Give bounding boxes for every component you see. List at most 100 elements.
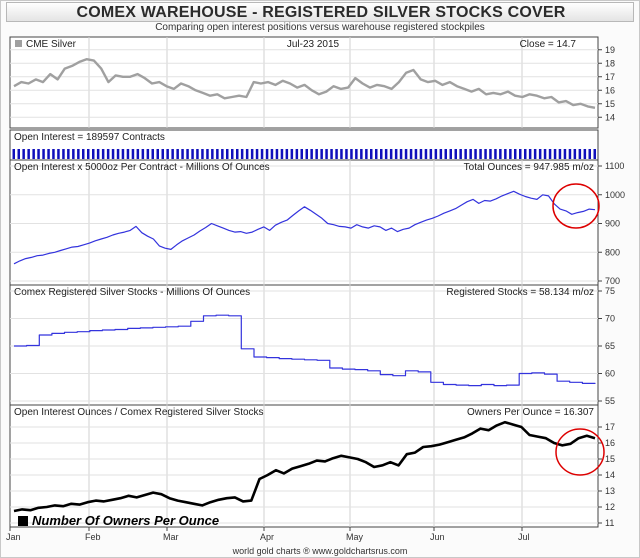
oi-bar <box>533 149 537 159</box>
oi-bar <box>409 149 413 159</box>
y-tick-label: 65 <box>605 341 615 351</box>
oi-bar <box>474 149 477 159</box>
annotation-circle-top <box>552 183 600 229</box>
oi-bar <box>275 149 279 159</box>
oi-bar <box>399 149 403 159</box>
oi-bar <box>42 149 45 159</box>
y-tick-label: 1100 <box>605 161 624 171</box>
oi-bar <box>206 149 209 159</box>
oi-bar <box>101 149 105 159</box>
silver-legend-marker <box>15 40 22 47</box>
oi-bar <box>434 149 438 159</box>
oi-bar <box>315 149 318 159</box>
oi-bar <box>484 149 487 159</box>
oi-bar <box>320 149 323 159</box>
y-tick-label: 11 <box>605 518 614 528</box>
x-tick-label: Apr <box>260 532 274 542</box>
oi-bar <box>330 149 333 159</box>
oi-bar <box>111 149 115 159</box>
y-tick-label: 700 <box>605 276 620 286</box>
oi-bar <box>141 149 145 159</box>
legend-marker <box>18 516 28 526</box>
oi-bar <box>588 149 591 159</box>
y-tick-label: 17 <box>605 422 615 432</box>
oi-bar <box>171 149 174 159</box>
oi-bar <box>67 149 70 159</box>
oi-bar <box>176 149 179 159</box>
oi-bar <box>87 149 90 159</box>
y-tick-label: 16 <box>605 85 615 95</box>
y-tick-label: 18 <box>605 58 615 68</box>
oi-panel-title: Open Interest = 189597 Contracts <box>14 132 165 143</box>
panel-1-frame <box>9 36 599 129</box>
oi-bar <box>543 149 547 159</box>
oi-bar <box>250 149 254 159</box>
oi-bar <box>295 149 299 159</box>
oi-bar <box>489 149 492 159</box>
y-tick-label: 17 <box>605 72 615 82</box>
oi-bar <box>106 149 110 159</box>
oi-bar <box>96 149 100 159</box>
owners-value-label: Owners Per Ounce = 16.307 <box>467 407 594 418</box>
oi-bar <box>568 149 572 159</box>
oi-bar <box>350 149 353 159</box>
chart-title: COMEX WAREHOUSE - REGISTERED SILVER STOC… <box>76 4 566 21</box>
silver-panel-title: CME Silver <box>26 39 77 50</box>
oi-bar <box>499 149 502 159</box>
oi-bar <box>504 149 507 159</box>
legend-label: Number Of Owners Per Ounce <box>32 513 220 528</box>
y-tick-label: 800 <box>605 247 620 257</box>
oi-bar <box>394 149 398 159</box>
oi-bar <box>236 149 239 159</box>
oi-bar <box>340 149 343 159</box>
oi-bar <box>404 149 408 159</box>
oi-bar <box>310 149 313 159</box>
oi-bar <box>32 149 35 159</box>
oi-bar <box>389 149 393 159</box>
oi-bar <box>419 149 423 159</box>
oi-bar <box>414 149 418 159</box>
oi-bar <box>270 149 274 159</box>
x-tick-label: Feb <box>85 532 101 542</box>
y-tick-label: 55 <box>605 396 615 406</box>
oi-bar <box>514 149 517 159</box>
oi-bar <box>355 149 358 159</box>
oi-bar <box>509 149 512 159</box>
y-tick-label: 900 <box>605 219 620 229</box>
total-ounces-value-label: Total Ounces = 947.985 m/oz <box>464 162 594 173</box>
oi-bar <box>22 149 25 159</box>
oi-bar <box>57 149 60 159</box>
silver-close-label: Close = 14.7 <box>520 39 577 50</box>
oi-bar <box>245 149 249 159</box>
oi-bar <box>92 149 95 159</box>
oi-bar <box>563 149 567 159</box>
oi-bar <box>77 149 80 159</box>
oi-bar <box>221 149 224 159</box>
y-tick-label: 15 <box>605 99 615 109</box>
annotation-circle-bottom <box>555 428 605 476</box>
oi-bar <box>524 149 527 159</box>
oi-bar <box>494 149 497 159</box>
oi-bar <box>131 149 135 159</box>
y-tick-label: 15 <box>605 454 615 464</box>
oi-bar <box>260 149 264 159</box>
oi-bar <box>538 149 542 159</box>
oi-bar <box>469 149 472 159</box>
y-tick-label: 12 <box>605 502 615 512</box>
oi-bar <box>121 149 125 159</box>
y-tick-label: 70 <box>605 314 615 324</box>
y-tick-label: 13 <box>605 486 615 496</box>
silver-price-line <box>13 58 596 109</box>
oi-bar <box>548 149 552 159</box>
oi-bar <box>290 149 294 159</box>
chart-subtitle: Comparing open interest positions versus… <box>155 22 485 33</box>
oi-bar <box>146 149 150 159</box>
footer-credit: world gold charts ® www.goldchartsrus.co… <box>232 546 408 556</box>
oi-bar <box>285 149 289 159</box>
y-tick-label: 60 <box>605 369 615 379</box>
oi-bar <box>424 149 428 159</box>
oi-bar <box>181 149 184 159</box>
total-ounces-line <box>13 190 596 265</box>
oi-bar <box>593 149 596 159</box>
